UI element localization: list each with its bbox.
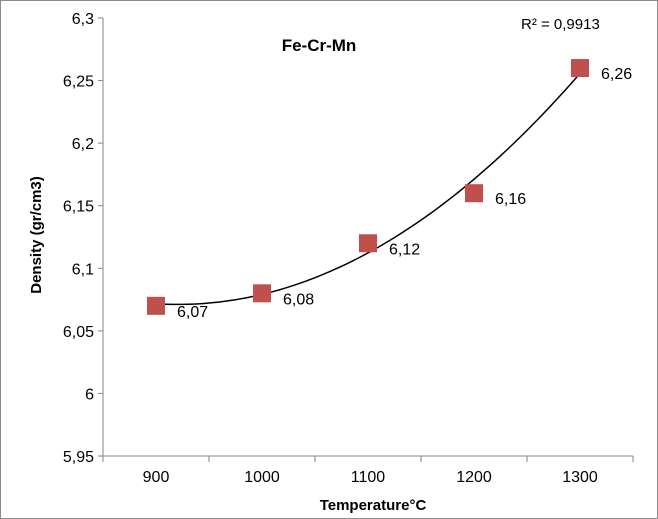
y-tick-label: 6,3 (72, 11, 94, 28)
y-tick-label: 6 (85, 386, 94, 403)
x-tick-label: 1000 (244, 469, 280, 486)
y-tick-label: 6,15 (63, 199, 94, 216)
y-axis-title: Density (gr/cm3) (28, 176, 45, 294)
y-tick-label: 5,95 (63, 449, 94, 466)
r-squared-label: R² = 0,9913 (521, 16, 600, 33)
x-axis-title: Temperature°C (320, 497, 427, 514)
data-point-marker (147, 296, 165, 315)
data-point-marker (359, 234, 377, 253)
data-labels: 6,07 6,08 6,12 6,16 6,26 (177, 66, 632, 321)
data-point-marker (571, 59, 589, 78)
x-tick-label: 900 (143, 469, 170, 486)
y-axis-ticks: 5,95 6 6,05 6,1 6,15 6,2 6,25 6,3 (63, 11, 103, 466)
x-tick-label: 1200 (456, 469, 492, 486)
y-tick-label: 6,1 (72, 261, 94, 278)
data-point-label: 6,12 (389, 241, 420, 258)
data-point-marker (253, 284, 271, 303)
x-tick-label: 1100 (351, 469, 386, 486)
y-tick-label: 6,05 (63, 324, 94, 341)
data-point-label: 6,07 (177, 304, 208, 321)
data-point-label: 6,16 (495, 191, 526, 208)
data-point-label: 6,26 (601, 66, 632, 83)
data-point-marker (465, 184, 483, 203)
data-markers (147, 59, 589, 315)
trendline (155, 72, 581, 306)
chart-title: Fe-Cr-Mn (282, 36, 357, 55)
x-tick-label: 1300 (562, 469, 598, 486)
y-tick-label: 6,25 (63, 74, 94, 91)
y-tick-label: 6,2 (72, 136, 94, 153)
x-axis-ticks: 900 1000 1100 1200 1300 (102, 456, 634, 486)
data-point-label: 6,08 (283, 291, 314, 308)
